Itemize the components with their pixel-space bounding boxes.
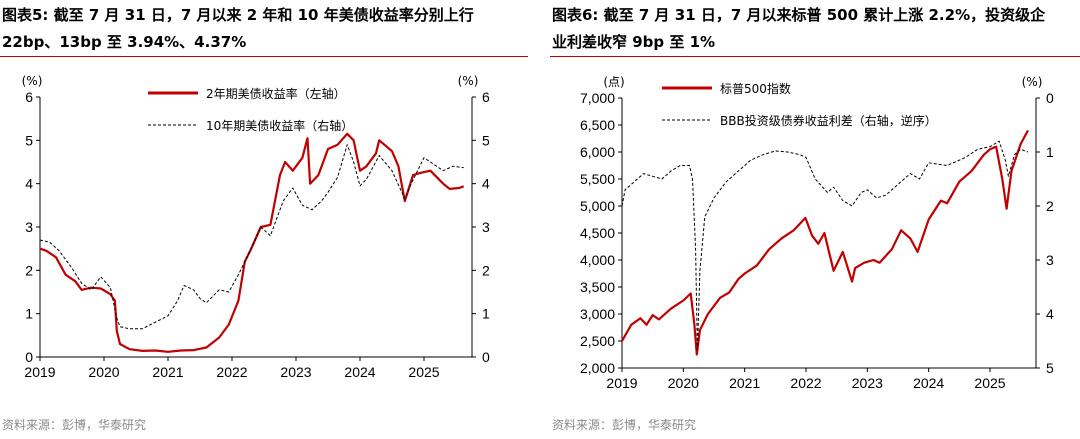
left-axis-tick-label: 6,000 bbox=[580, 144, 615, 160]
right-axis-tick-label: 4 bbox=[482, 176, 490, 192]
legend-label: 标普500指数 bbox=[720, 81, 791, 96]
left-axis-tick-label: 4,500 bbox=[580, 225, 615, 241]
x-axis-tick-label: 2022 bbox=[790, 375, 821, 391]
x-axis-tick-label: 2023 bbox=[280, 364, 311, 380]
left-axis-tick-label: 2,500 bbox=[580, 333, 615, 349]
left-axis-tick-label: 3,000 bbox=[580, 306, 615, 322]
x-axis-tick-label: 2022 bbox=[216, 364, 247, 380]
right-axis-tick-label: 6 bbox=[482, 89, 490, 105]
x-axis-tick-label: 2021 bbox=[152, 364, 183, 380]
x-axis-tick-label: 2021 bbox=[729, 375, 760, 391]
title-divider bbox=[550, 56, 1080, 57]
right-axis-tick-label: 2 bbox=[1046, 198, 1054, 214]
x-axis-tick-label: 2019 bbox=[24, 364, 55, 380]
right-axis-tick-label: 1 bbox=[482, 306, 490, 322]
sp500-credit-spread-chart: 2,000 2,500 3,000 3,500 4,000 4,500 5,000 5,500… bbox=[580, 75, 1054, 391]
x-axis-tick-label: 2020 bbox=[668, 375, 699, 391]
left-axis-tick-label: 6 bbox=[25, 89, 33, 105]
x-axis-tick-label: 2020 bbox=[88, 364, 119, 380]
legend-label: 10年期美债收益率（右轴） bbox=[206, 118, 353, 133]
right-axis-tick-label: 1 bbox=[1046, 144, 1054, 160]
chart-panel-sp500-spread: 图表6: 截至 7 月 31 日，7 月以来标普 500 累计上涨 2.2%，投… bbox=[550, 0, 1080, 439]
left-axis-tick-label: 4,000 bbox=[580, 252, 615, 268]
left-axis-tick-label: 0 bbox=[25, 349, 33, 365]
chart-title-line-2: 22bp、13bp 至 3.94%、4.37% bbox=[2, 33, 247, 51]
left-axis-tick-label: 5 bbox=[25, 132, 33, 148]
chart-source: 资料来源：彭博，华泰研究 bbox=[2, 418, 147, 432]
right-axis-tick-label: 3 bbox=[482, 219, 490, 235]
right-axis-tick-label: 4 bbox=[1046, 306, 1054, 322]
left-axis-tick-label: 4 bbox=[25, 176, 33, 192]
left-axis-tick-label: 5,500 bbox=[580, 171, 615, 187]
chart-title-line-1: 图表6: 截至 7 月 31 日，7 月以来标普 500 累计上涨 2.2%，投… bbox=[552, 6, 1046, 24]
right-axis-tick-label: 3 bbox=[1046, 252, 1054, 268]
chart-source: 资料来源：彭博，华泰研究 bbox=[552, 418, 697, 432]
x-axis-tick-label: 2019 bbox=[606, 375, 637, 391]
x-axis-tick-label: 2024 bbox=[913, 375, 944, 391]
right-axis-tick-label: 0 bbox=[482, 349, 490, 365]
right-axis-tick-label: 2 bbox=[482, 262, 490, 278]
x-axis-tick-label: 2024 bbox=[344, 364, 375, 380]
left-axis-label: (%) bbox=[22, 74, 43, 88]
left-axis-tick-label: 5,000 bbox=[580, 198, 615, 214]
left-axis-tick-label: 7,000 bbox=[580, 90, 615, 106]
x-axis-tick-label: 2025 bbox=[408, 364, 439, 380]
x-axis-tick-label: 2025 bbox=[974, 375, 1005, 391]
right-axis-tick-label: 0 bbox=[1046, 90, 1054, 106]
right-axis-tick-label: 5 bbox=[482, 132, 490, 148]
legend-label: 2年期美债收益率（左轴） bbox=[206, 86, 346, 101]
left-axis-tick-label: 3,500 bbox=[580, 279, 615, 295]
chart-panel-treasury-yields: 图表5: 截至 7 月 31 日，7 月以来 2 年和 10 年美债收益率分别上… bbox=[0, 0, 528, 439]
right-axis-label: (%) bbox=[458, 74, 479, 88]
legend-label: BBB投资级债券收益利差（右轴，逆序） bbox=[720, 113, 937, 128]
chart-title: 图表5: 截至 7 月 31 日，7 月以来 2 年和 10 年美债收益率分别上… bbox=[2, 2, 474, 56]
left-axis-tick-label: 2,000 bbox=[580, 360, 615, 376]
right-axis-label: (%) bbox=[1022, 75, 1043, 89]
chart-title: 图表6: 截至 7 月 31 日，7 月以来标普 500 累计上涨 2.2%，投… bbox=[552, 2, 1045, 56]
left-axis-label: (点) bbox=[603, 75, 624, 89]
x-axis-tick-label: 2023 bbox=[852, 375, 883, 391]
left-axis-tick-label: 6,500 bbox=[580, 117, 615, 133]
right-axis-tick-label: 5 bbox=[1046, 360, 1054, 376]
title-divider bbox=[0, 56, 528, 57]
left-axis-tick-label: 3 bbox=[25, 219, 33, 235]
chart-title-line-1: 图表5: 截至 7 月 31 日，7 月以来 2 年和 10 年美债收益率分别上… bbox=[2, 6, 474, 24]
series-line-solid bbox=[39, 132, 465, 353]
treasury-yield-chart: 0 1 2 3 4 5 6 0 1 2 3 4 5 6 2019 2020 2021 2022 2023 2024 20… bbox=[22, 74, 490, 380]
series-line-solid bbox=[621, 129, 1029, 356]
chart-title-line-2: 业利差收窄 9bp 至 1% bbox=[552, 33, 716, 51]
series-line-dashed bbox=[39, 144, 464, 330]
left-axis-tick-label: 1 bbox=[25, 306, 33, 322]
series-line-dashed bbox=[621, 140, 1029, 353]
left-axis-tick-label: 2 bbox=[25, 262, 33, 278]
